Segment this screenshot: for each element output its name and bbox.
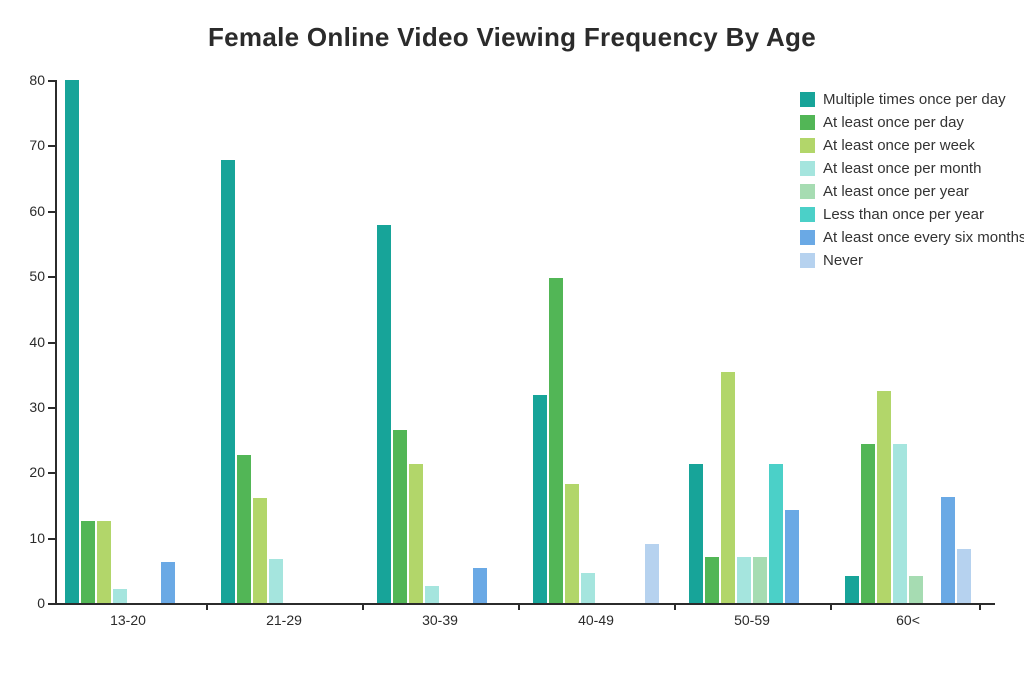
y-axis-label: 60 (29, 204, 55, 218)
bar (689, 464, 703, 603)
legend-item: Multiple times once per day (800, 88, 1024, 111)
legend-item: At least once every six months (800, 226, 1024, 249)
bar (65, 80, 79, 603)
bar (113, 589, 127, 603)
bar (893, 444, 907, 603)
legend-item: At least once per month (800, 157, 1024, 180)
y-axis-label: 30 (29, 400, 55, 414)
bar (565, 484, 579, 603)
bar (377, 225, 391, 603)
bar (533, 395, 547, 603)
bar (769, 464, 783, 603)
bar (861, 444, 875, 603)
legend-label: At least once per week (823, 137, 975, 154)
y-axis-label: 80 (29, 73, 55, 87)
bar (237, 455, 251, 603)
y-axis-label: 20 (29, 465, 55, 479)
y-axis-label: 40 (29, 335, 55, 349)
legend-swatch (800, 207, 815, 222)
chart-area: 0102030405060708013-2021-2930-3940-4950-… (55, 80, 995, 640)
x-tick (518, 603, 520, 610)
x-axis-label: 60< (896, 603, 920, 627)
y-axis-line (55, 80, 57, 603)
legend-item: Less than once per year (800, 203, 1024, 226)
bar (785, 510, 799, 603)
x-axis-label: 13-20 (110, 603, 146, 627)
legend-label: At least once per day (823, 114, 964, 131)
x-tick (362, 603, 364, 610)
bar (269, 559, 283, 603)
y-axis-label: 70 (29, 138, 55, 152)
bar (581, 573, 595, 603)
chart-title: Female Online Video Viewing Frequency By… (0, 22, 1024, 53)
bar (877, 391, 891, 603)
bar (941, 497, 955, 603)
bar (253, 498, 267, 603)
legend-item: At least once per year (800, 180, 1024, 203)
bar (473, 568, 487, 603)
x-tick (830, 603, 832, 610)
x-tick (979, 603, 981, 610)
legend-swatch (800, 184, 815, 199)
x-tick (674, 603, 676, 610)
legend-swatch (800, 230, 815, 245)
x-axis-label: 40-49 (578, 603, 614, 627)
legend-swatch (800, 115, 815, 130)
bar (645, 544, 659, 603)
bar (721, 372, 735, 603)
legend-item: Never (800, 249, 1024, 272)
legend-label: Multiple times once per day (823, 91, 1006, 108)
bar (957, 549, 971, 603)
legend-swatch (800, 138, 815, 153)
bar (425, 586, 439, 603)
legend-label: At least once every six months (823, 229, 1024, 246)
legend: Multiple times once per day At least once… (800, 88, 1024, 272)
y-axis-label: 50 (29, 269, 55, 283)
x-axis-label: 50-59 (734, 603, 770, 627)
bar (549, 278, 563, 603)
bar (753, 557, 767, 603)
bar (97, 521, 111, 603)
legend-label: Never (823, 252, 863, 269)
legend-item: At least once per week (800, 134, 1024, 157)
x-axis-label: 30-39 (422, 603, 458, 627)
legend-label: At least once per month (823, 160, 981, 177)
x-tick (206, 603, 208, 610)
bar (705, 557, 719, 603)
bar (737, 557, 751, 603)
x-axis-label: 21-29 (266, 603, 302, 627)
bar (81, 521, 95, 603)
legend-item: At least once per day (800, 111, 1024, 134)
bar (909, 576, 923, 603)
legend-swatch (800, 253, 815, 268)
bar (221, 160, 235, 603)
bar (161, 562, 175, 603)
y-axis-label: 10 (29, 531, 55, 545)
legend-swatch (800, 161, 815, 176)
y-axis-label: 0 (37, 596, 55, 610)
bar (409, 464, 423, 603)
bar (845, 576, 859, 603)
legend-swatch (800, 92, 815, 107)
legend-label: At least once per year (823, 183, 969, 200)
legend-label: Less than once per year (823, 206, 984, 223)
bar (393, 430, 407, 603)
